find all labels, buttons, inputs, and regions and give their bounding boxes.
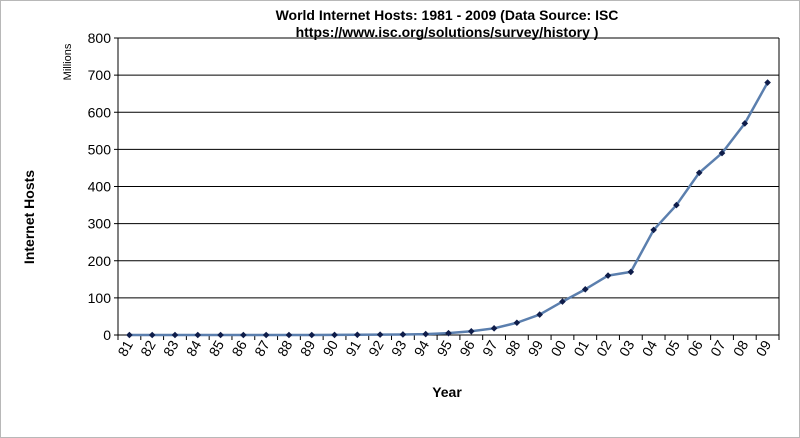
data-point bbox=[490, 325, 498, 332]
x-tick-label: 99 bbox=[525, 337, 547, 359]
x-tick-label: 92 bbox=[365, 337, 387, 359]
data-point bbox=[718, 149, 726, 157]
data-point bbox=[559, 298, 566, 305]
x-tick-label: 86 bbox=[228, 337, 250, 359]
x-tick-label: 84 bbox=[183, 337, 205, 359]
data-point bbox=[764, 79, 771, 86]
y-tick-label: 200 bbox=[88, 253, 112, 269]
x-tick-label: 91 bbox=[342, 337, 364, 359]
data-point bbox=[650, 226, 657, 234]
x-tick-label: 93 bbox=[388, 337, 410, 359]
y-tick-label: 400 bbox=[88, 179, 112, 195]
x-tick-label: 81 bbox=[114, 337, 136, 359]
x-tick-label: 06 bbox=[684, 337, 706, 359]
x-tick-label: 96 bbox=[456, 337, 478, 359]
x-tick-label: 05 bbox=[661, 337, 683, 359]
x-tick-label: 03 bbox=[616, 337, 638, 359]
data-point bbox=[285, 331, 293, 339]
x-tick-labels: 81 82 83 84 85 86 87 88 89 90 91 92 93 94 95 96 97 98 99 00… bbox=[114, 337, 774, 359]
data-point bbox=[354, 331, 361, 339]
data-point bbox=[627, 268, 635, 276]
chart-title-line-2: https://www.isc.org/solutions/survey/his… bbox=[296, 24, 599, 40]
data-point bbox=[331, 331, 338, 339]
x-tick-label: 00 bbox=[547, 337, 569, 359]
data-point bbox=[467, 327, 475, 335]
y-tick-labels: 0 100 200 300 400 500 600 700 800 bbox=[88, 30, 112, 343]
x-tick-label: 09 bbox=[753, 337, 775, 359]
y-tick-label: 0 bbox=[103, 327, 111, 343]
data-point bbox=[581, 286, 589, 293]
data-point bbox=[513, 319, 521, 327]
data-point bbox=[171, 331, 179, 339]
y-tick-label: 300 bbox=[88, 216, 112, 232]
y-axis-title: Internet Hosts bbox=[21, 170, 37, 264]
data-point bbox=[240, 331, 247, 339]
series-group bbox=[126, 79, 771, 339]
gridlines bbox=[118, 37, 779, 299]
data-point bbox=[217, 331, 224, 339]
x-tick-label: 98 bbox=[502, 337, 524, 359]
chart-title-line-1: World Internet Hosts: 1981 - 2009 (Data … bbox=[276, 7, 619, 23]
data-point bbox=[308, 331, 316, 339]
data-point bbox=[445, 329, 452, 337]
axes bbox=[114, 37, 780, 340]
data-point bbox=[604, 272, 612, 279]
y-units-label: Millions bbox=[62, 43, 74, 80]
data-point bbox=[536, 311, 543, 318]
data-point bbox=[262, 331, 270, 339]
x-tick-label: 82 bbox=[137, 337, 159, 359]
x-tick-label: 97 bbox=[479, 337, 501, 359]
x-tick-label: 83 bbox=[160, 337, 182, 359]
x-tick-label: 95 bbox=[433, 337, 455, 359]
data-point bbox=[422, 330, 430, 338]
y-tick-label: 100 bbox=[88, 290, 112, 306]
data-point bbox=[194, 331, 202, 339]
x-tick-label: 07 bbox=[707, 337, 729, 359]
x-tick-label: 85 bbox=[206, 337, 228, 359]
y-tick-label: 600 bbox=[88, 104, 112, 120]
data-point bbox=[399, 331, 407, 338]
x-tick-label: 87 bbox=[251, 337, 273, 359]
series-line bbox=[129, 81, 769, 337]
data-point bbox=[695, 169, 703, 177]
data-point bbox=[148, 331, 156, 339]
data-point bbox=[376, 331, 384, 338]
x-tick-label: 08 bbox=[730, 337, 752, 359]
x-tick-label: 04 bbox=[639, 337, 661, 359]
y-tick-label: 500 bbox=[88, 141, 112, 157]
y-tick-label: 700 bbox=[88, 67, 112, 83]
x-tick-label: 90 bbox=[319, 337, 341, 359]
data-point bbox=[126, 331, 133, 339]
y-tick-label: 800 bbox=[88, 30, 112, 46]
data-point bbox=[741, 120, 749, 127]
x-tick-label: 88 bbox=[274, 337, 296, 359]
x-axis-title: Year bbox=[432, 384, 462, 400]
x-tick-label: 02 bbox=[593, 337, 615, 359]
x-tick-label: 01 bbox=[570, 337, 592, 359]
x-tick-label: 89 bbox=[297, 337, 319, 359]
data-point bbox=[673, 201, 680, 209]
x-tick-label: 94 bbox=[411, 337, 433, 359]
